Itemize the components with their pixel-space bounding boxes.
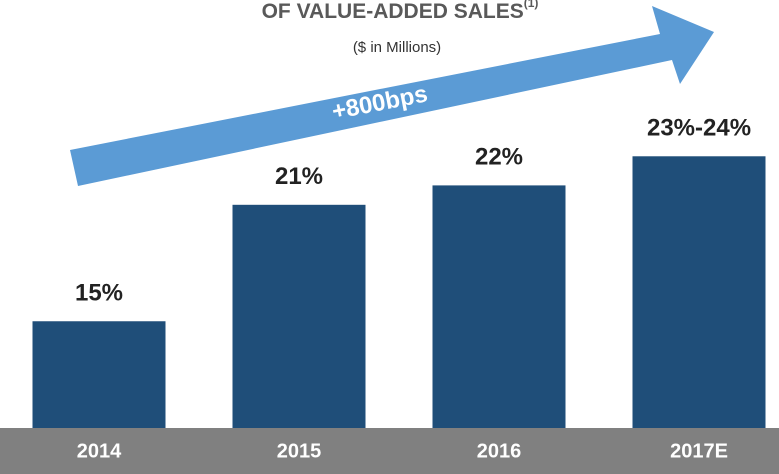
title-text: OF VALUE-ADDED SALES	[262, 0, 524, 23]
x-tick-label: 2017E	[670, 440, 728, 462]
x-tick-label: 2014	[77, 440, 122, 462]
bar	[232, 204, 366, 428]
bar	[632, 156, 766, 428]
bar	[432, 185, 566, 428]
chart-title: OF VALUE-ADDED SALES(1)	[262, 0, 539, 23]
value-label: 22%	[475, 144, 523, 171]
title-superscript: (1)	[524, 0, 539, 10]
value-label: 15%	[75, 280, 123, 307]
x-tick-label: 2015	[277, 440, 322, 462]
category-band	[0, 428, 779, 474]
value-label: 23%-24%	[647, 115, 751, 142]
bar	[32, 321, 166, 428]
x-tick-label: 2016	[477, 440, 522, 462]
chart-subtitle: ($ in Millions)	[353, 39, 441, 56]
growth-arrow	[70, 6, 714, 186]
value-label: 21%	[275, 163, 323, 190]
